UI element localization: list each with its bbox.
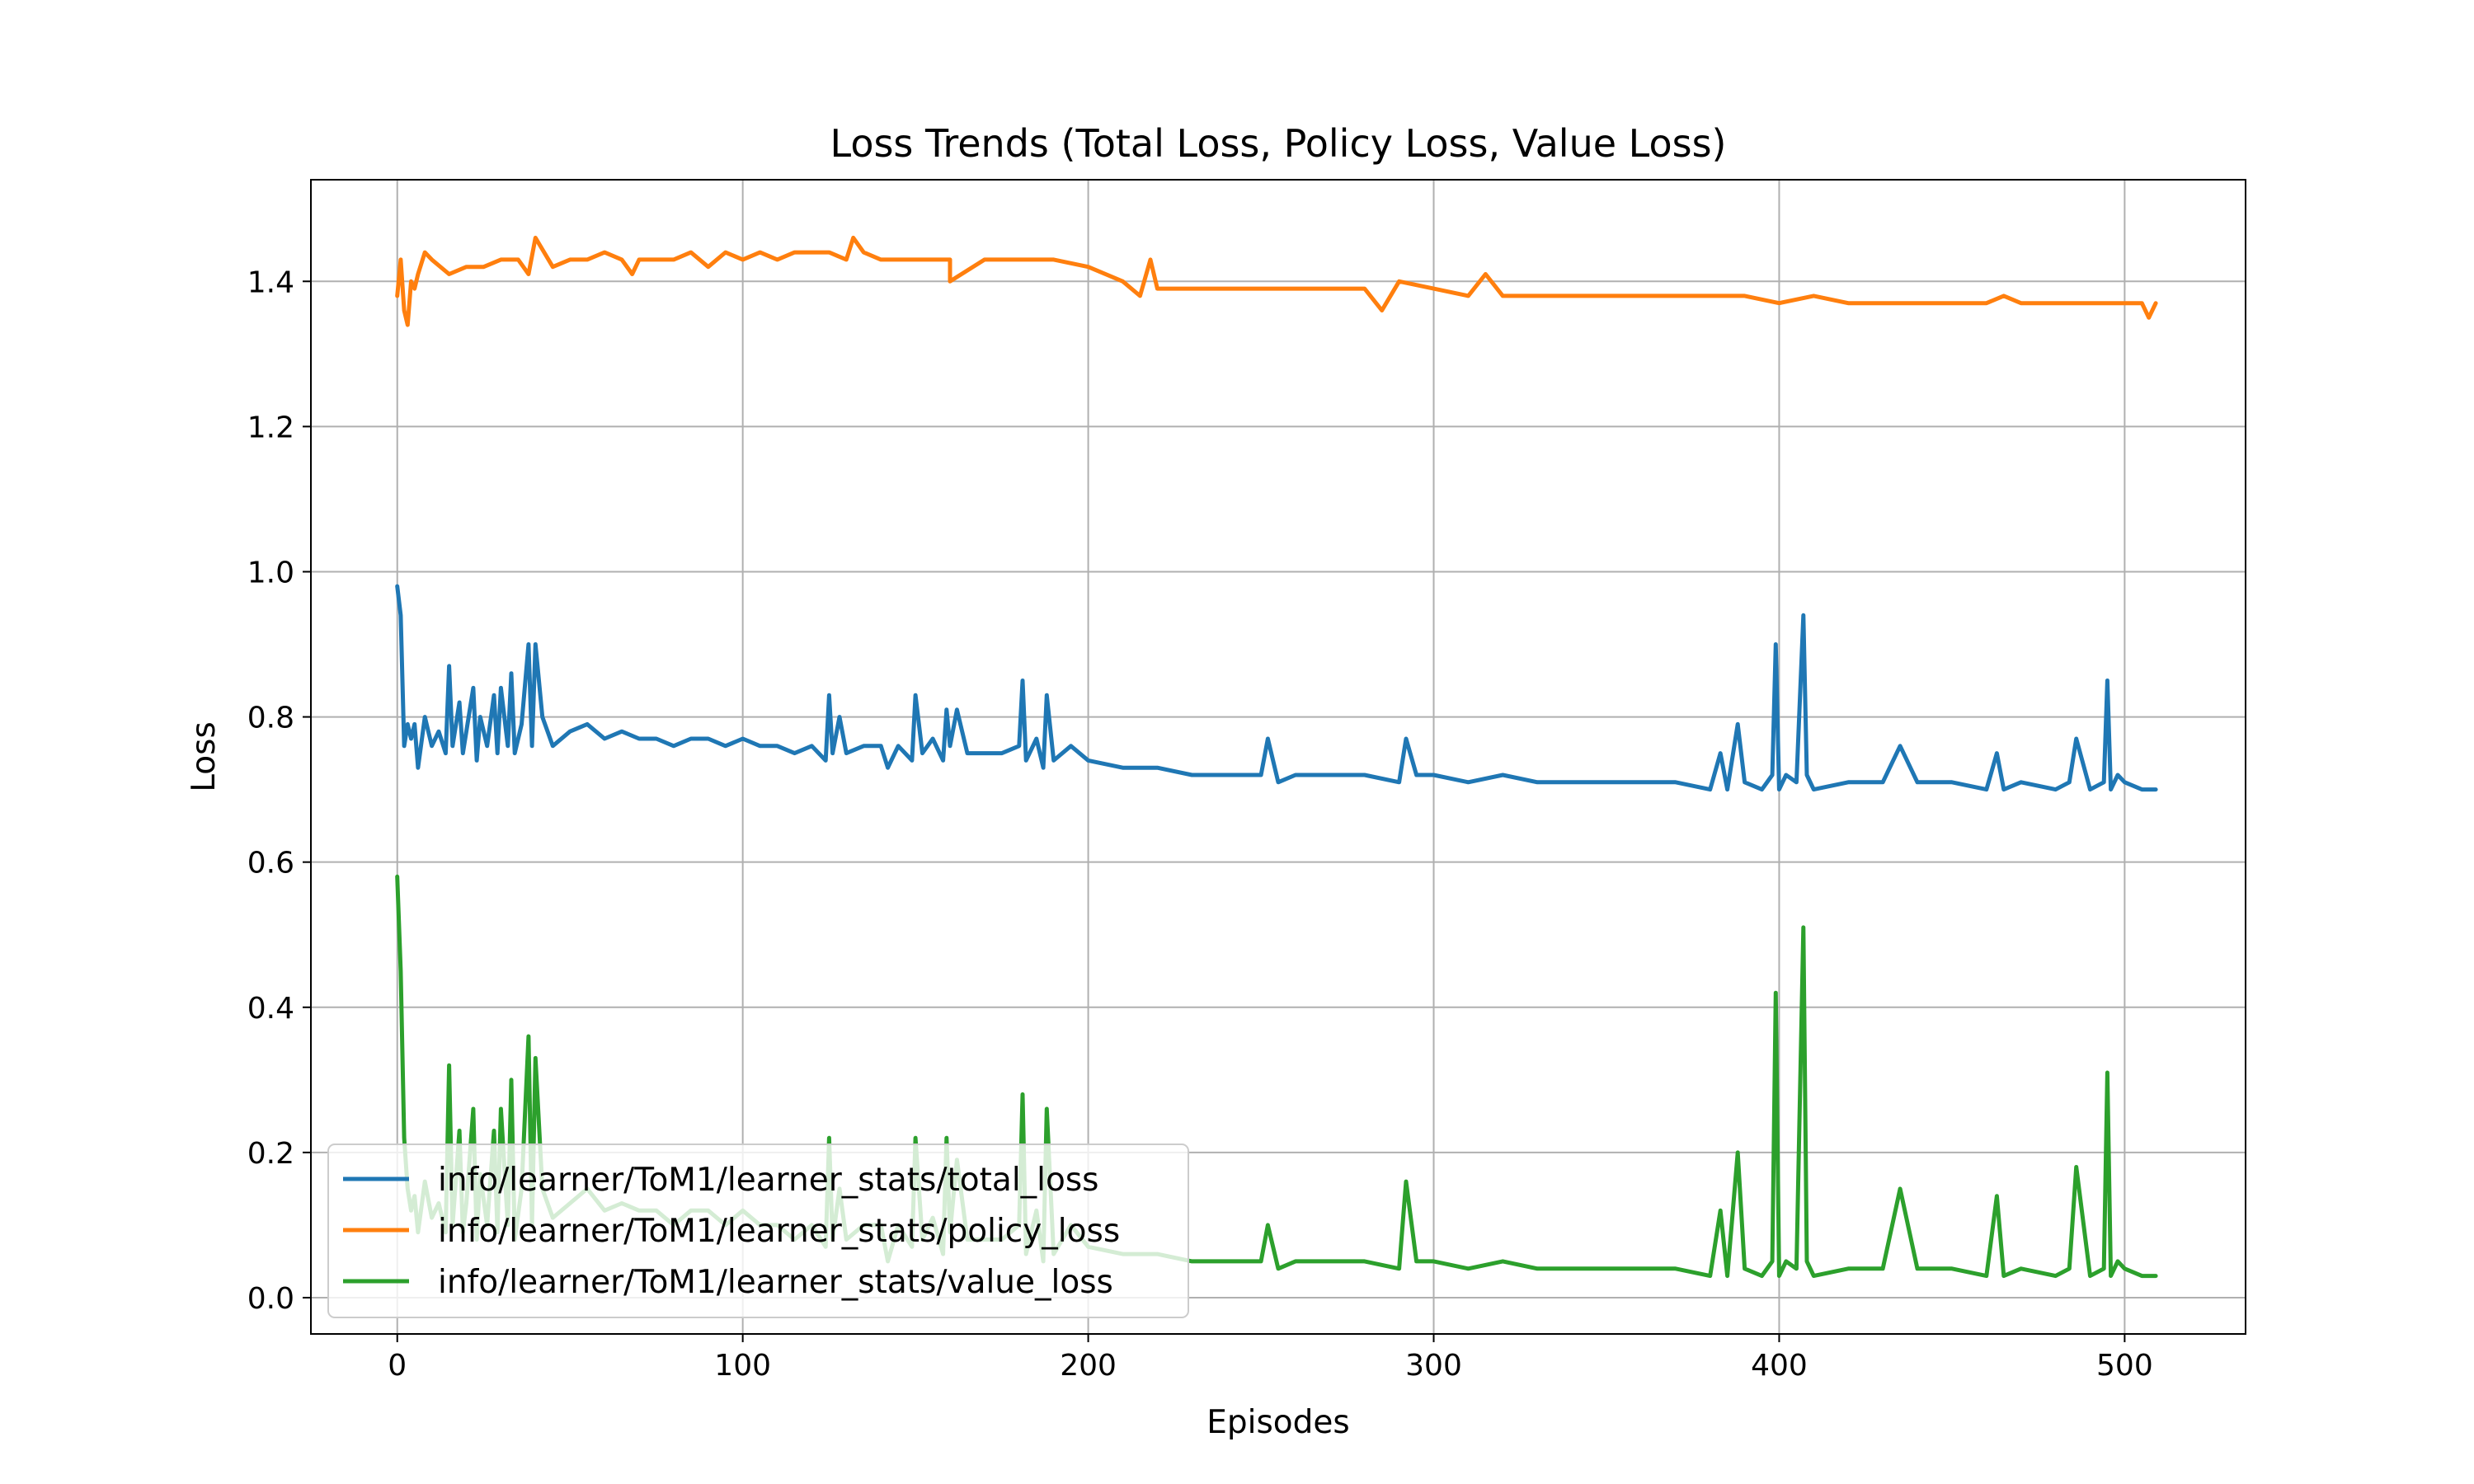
y-tick-label: 1.2: [247, 411, 294, 444]
legend-box: [327, 1144, 1189, 1318]
y-tick-label: 0.6: [247, 847, 294, 881]
legend: info/learner/ToM1/learner_stats/total_lo…: [327, 1144, 1189, 1318]
total-loss-line: [395, 584, 2158, 792]
x-axis-label: Episodes: [1206, 1404, 1349, 1441]
y-axis-label: Loss: [186, 721, 223, 792]
x-tick-label: 100: [714, 1349, 771, 1383]
y-tick-label: 0.4: [247, 992, 294, 1026]
y-tick-label: 1.0: [247, 556, 294, 589]
x-tick-label: 300: [1405, 1349, 1462, 1383]
y-tick-label: 0.2: [247, 1137, 294, 1171]
legend-label: info/learner/ToM1/learner_stats/value_lo…: [438, 1264, 1113, 1301]
chart-title: Loss Trends (Total Loss, Policy Loss, Va…: [830, 121, 1727, 166]
x-tick-label: 500: [2096, 1349, 2153, 1383]
y-tick-label: 0.0: [247, 1282, 294, 1316]
y-tick-label: 0.8: [247, 702, 294, 735]
legend-label: info/learner/ToM1/learner_stats/total_lo…: [438, 1162, 1099, 1199]
x-tick-label: 0: [388, 1349, 407, 1383]
y-axis: 0.0 0.2 0.4 0.6 0.8 1.0 1.2 1.4: [247, 265, 311, 1316]
plot-frame: [310, 179, 2246, 1335]
x-axis: 0 100 200 300 400 500: [388, 1334, 2153, 1383]
plot-area: [311, 180, 2246, 1334]
policy-loss-line: [395, 235, 2158, 327]
y-tick-label: 1.4: [247, 265, 294, 299]
legend-label: info/learner/ToM1/learner_stats/policy_l…: [438, 1213, 1120, 1250]
x-tick-label: 400: [1751, 1349, 1808, 1383]
grid: [311, 180, 2246, 1334]
x-tick-label: 200: [1060, 1349, 1117, 1383]
